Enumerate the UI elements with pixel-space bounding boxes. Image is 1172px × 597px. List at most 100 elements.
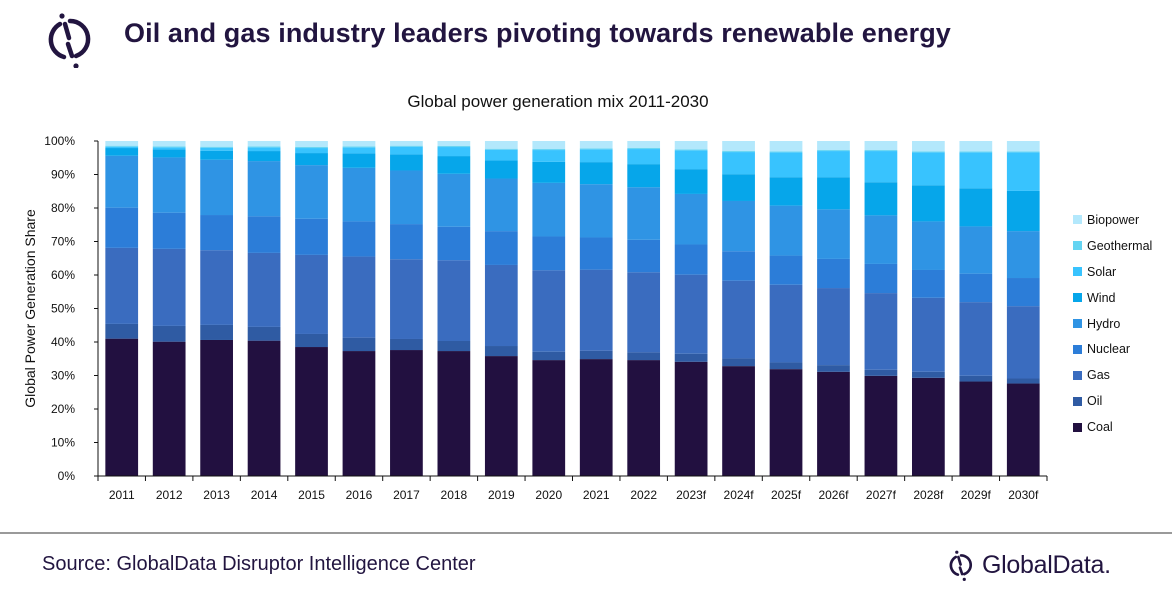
bar-segment-geothermal-2024f: [722, 151, 755, 153]
bar-segment-wind-2027f: [864, 182, 898, 216]
bar-segment-nuclear-2017: [390, 224, 423, 260]
bar-segment-nuclear-2016: [342, 221, 376, 257]
stacked-bar-chart: Global Power Generation Share 0% 10% 20% 30…: [22, 134, 1048, 502]
bar-segment-wind-2030f: [1006, 190, 1040, 232]
bar-segment-biopower-2024f: [722, 141, 755, 152]
bar-segment-biopower-2021: [579, 141, 613, 149]
bar-segment-biopower-2016: [342, 141, 376, 147]
bar-segment-geothermal-2023f: [674, 149, 708, 151]
bar-stack-2013: [200, 141, 233, 476]
bar-segment-hydro-2027f: [864, 215, 898, 264]
bar-segment-coal-2027f: [864, 375, 898, 476]
bar-segment-nuclear-2018: [437, 226, 471, 261]
bar-segment-nuclear-2028f: [912, 269, 945, 298]
bar-segment-biopower-2020: [532, 141, 566, 150]
bar-segment-oil-2018: [437, 341, 471, 352]
bar-segment-coal-2021: [579, 359, 613, 476]
bar-segment-biopower-2019: [484, 141, 518, 149]
bar-segment-solar-2028f: [912, 152, 945, 186]
bar-segment-coal-2012: [152, 341, 186, 476]
chart-title-wrap: Global power generation mix 2011-2030: [0, 92, 1172, 112]
bar-segment-wind-2018: [437, 156, 471, 174]
bar-segment-wind-2026f: [817, 177, 850, 210]
bar-segment-wind-2016: [342, 153, 376, 168]
x-tick-label: 2015: [298, 488, 325, 502]
bar-segment-oil-2024f: [722, 358, 755, 367]
bar-segment-oil-2026f: [817, 365, 850, 372]
bar-segment-nuclear-2014: [247, 216, 281, 253]
bar-segment-geothermal-2021: [579, 148, 613, 150]
legend-swatch: [1073, 215, 1082, 225]
bar-segment-wind-2012: [152, 149, 186, 158]
legend-item-nuclear: Nuclear: [1073, 336, 1152, 362]
bar-segment-geothermal-2026f: [817, 150, 850, 152]
legend-item-geothermal: Geothermal: [1073, 233, 1152, 259]
bar-segment-biopower-2018: [437, 141, 471, 147]
bar-segment-coal-2016: [342, 351, 376, 476]
bar-segment-coal-2029f: [959, 381, 993, 476]
bar-segment-geothermal-2029f: [959, 151, 993, 153]
bar-segment-hydro-2030f: [1006, 231, 1040, 279]
bar-segment-nuclear-2012: [152, 212, 186, 249]
legend-label: Hydro: [1087, 316, 1121, 331]
bar-segment-gas-2013: [200, 250, 233, 325]
header-logo: [38, 8, 98, 69]
bar-segment-solar-2013: [200, 147, 233, 151]
bar-segment-hydro-2019: [484, 178, 518, 232]
bar-segment-gas-2015: [295, 254, 328, 334]
page-title: Oil and gas industry leaders pivoting to…: [124, 18, 951, 48]
bar-segment-coal-2022: [627, 360, 661, 476]
bar-stack-2018: [437, 141, 471, 476]
bar-segment-biopower-2013: [200, 141, 233, 147]
x-tick-label: 2027f: [866, 488, 897, 502]
bar-segment-oil-2027f: [864, 369, 898, 376]
bar-segment-nuclear-2019: [484, 231, 518, 265]
bar-segment-coal-2017: [390, 350, 423, 476]
bar-segment-biopower-2028f: [912, 141, 945, 152]
x-tick-label: 2030f: [1008, 488, 1039, 502]
bar-segment-gas-2027f: [864, 293, 898, 370]
y-tick-label: 10%: [51, 436, 75, 450]
bar-segment-geothermal-2022: [627, 148, 661, 150]
bar-segment-geothermal-2027f: [864, 150, 898, 152]
bar-segment-hydro-2021: [579, 184, 613, 238]
bar-stack-2027f: [864, 141, 898, 476]
x-tick-label: 2023f: [676, 488, 707, 502]
bar-segment-hydro-2012: [152, 157, 186, 213]
legend-item-solar: Solar: [1073, 259, 1152, 285]
bar-segment-solar-2012: [152, 147, 186, 150]
bars-group: [105, 141, 1040, 476]
x-tick-label: 2017: [393, 488, 420, 502]
bar-segment-gas-2022: [627, 272, 661, 353]
x-tick-label: 2013: [203, 488, 230, 502]
bar-segment-geothermal-2025f: [769, 151, 803, 153]
legend-label: Wind: [1087, 290, 1116, 305]
bar-segment-biopower-2014: [247, 141, 281, 147]
bar-segment-hydro-2020: [532, 182, 566, 237]
x-tick-label: 2012: [156, 488, 183, 502]
bar-segment-biopower-2015: [295, 141, 328, 148]
y-tick-label: 0%: [58, 469, 76, 483]
bar-segment-nuclear-2027f: [864, 263, 898, 294]
bar-stack-2017: [390, 141, 423, 476]
legend-swatch: [1073, 370, 1082, 380]
bar-segment-gas-2025f: [769, 284, 803, 363]
bar-segment-coal-2025f: [769, 369, 803, 476]
bar-segment-coal-2014: [247, 340, 281, 476]
y-axis-label-group: Global Power Generation Share: [22, 209, 38, 408]
bar-segment-wind-2017: [390, 154, 423, 171]
bar-stack-2022: [627, 141, 661, 476]
bar-segment-hydro-2026f: [817, 209, 850, 259]
x-tick-label: 2021: [583, 488, 610, 502]
legend-label: Nuclear: [1087, 342, 1131, 357]
bar-segment-oil-2016: [342, 337, 376, 352]
bar-segment-hydro-2023f: [674, 193, 708, 245]
bar-segment-coal-2023f: [674, 361, 708, 476]
bar-segment-biopower-2030f: [1006, 141, 1040, 152]
bar-segment-nuclear-2011: [105, 207, 139, 248]
bar-segment-nuclear-2023f: [674, 244, 708, 275]
bar-segment-biopower-2022: [627, 141, 661, 149]
bar-segment-nuclear-2025f: [769, 255, 803, 285]
bar-segment-wind-2029f: [959, 188, 993, 227]
bar-segment-gas-2028f: [912, 297, 945, 372]
